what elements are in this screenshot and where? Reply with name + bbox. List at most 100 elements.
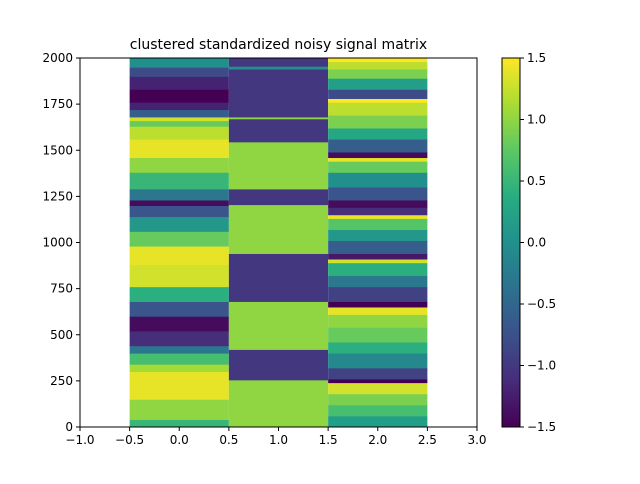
- colorbar-tick-label: 0.0: [527, 236, 546, 250]
- heatmap-cell: [328, 379, 428, 384]
- x-tick-label: 2.5: [418, 433, 437, 447]
- heatmap-cell: [228, 379, 329, 427]
- heatmap-cell: [129, 264, 229, 288]
- heatmap-cell: [129, 200, 229, 206]
- colorbar-tick-label: 1.0: [527, 113, 546, 127]
- heatmap-cell: [328, 301, 428, 308]
- x-tick-label: 0.5: [219, 433, 238, 447]
- heatmap-cell: [328, 393, 428, 406]
- x-tick-label: 1.5: [319, 433, 338, 447]
- heatmap-cell: [328, 314, 428, 328]
- x-axis: −1.0 −0.5 0.0 0.5 1.0 1.5 2.0 2.5 3.0: [65, 427, 487, 447]
- heatmap-cell: [129, 67, 229, 77]
- heatmap-cell: [328, 253, 428, 260]
- heatmap-cell: [129, 58, 229, 68]
- heatmap-cell: [228, 66, 329, 70]
- y-axis: 0 250 500 750 1000 1250 1500 1750 2000: [42, 51, 80, 434]
- heatmap-cell: [129, 364, 229, 373]
- heatmap-cell: [328, 161, 428, 173]
- heatmap-cell: [129, 139, 229, 159]
- colorbar-tick-label: 0.5: [527, 174, 546, 188]
- heatmap-cell: [328, 139, 428, 153]
- colorbar-gradient: [502, 58, 520, 427]
- heatmap-cell: [328, 89, 428, 99]
- heatmap-cell: [328, 152, 428, 159]
- heatmap-cell: [228, 117, 329, 120]
- heatmap-cell: [328, 307, 428, 315]
- heatmap-cell: [129, 399, 229, 421]
- heatmap-cell: [328, 327, 428, 343]
- heatmap-cell: [129, 89, 229, 103]
- heatmap-cell: [129, 172, 229, 190]
- y-tick-label: 0: [65, 420, 73, 434]
- heatmap-cell: [328, 353, 428, 369]
- heatmap-cell: [129, 109, 229, 118]
- y-tick-label: 750: [50, 282, 73, 296]
- heatmap-cell: [129, 157, 229, 173]
- x-tick-label: −1.0: [65, 433, 94, 447]
- colorbar-ticks: 1.5 1.0 0.5 0.0 −0.5 −1.0 −1.5: [520, 51, 556, 434]
- heatmap-cell: [129, 231, 229, 247]
- y-tick-label: 2000: [42, 51, 73, 65]
- heatmap-cell: [328, 259, 428, 264]
- heatmap-cell: [228, 189, 329, 206]
- heatmap-cell: [129, 189, 229, 201]
- x-tick-label: −0.5: [115, 433, 144, 447]
- heatmap-cell: [228, 141, 329, 190]
- colorbar-tick-label: −1.0: [527, 359, 556, 373]
- heatmap-cell: [129, 246, 229, 266]
- y-tick-label: 1500: [42, 143, 73, 157]
- heatmap-cell: [228, 349, 329, 381]
- heatmap-cell: [328, 69, 428, 79]
- y-tick-label: 250: [50, 374, 73, 388]
- heatmap-cell: [129, 371, 229, 400]
- heatmap-cell: [328, 286, 428, 302]
- x-tick-label: 2.0: [368, 433, 387, 447]
- heatmap-cell: [228, 58, 329, 67]
- heatmap-cell: [129, 301, 229, 317]
- heatmap-cell: [328, 200, 428, 208]
- heatmap-cell: [328, 404, 428, 417]
- heatmap-cell: [328, 58, 428, 63]
- heatmap-cell: [129, 316, 229, 332]
- chart-title: clustered standardized noisy signal matr…: [130, 37, 427, 53]
- heatmap-cell: [328, 98, 428, 103]
- x-tick-label: 3.0: [467, 433, 486, 447]
- colorbar-tick-label: −0.5: [527, 297, 556, 311]
- heatmap-cell: [129, 419, 229, 427]
- heatmap-cell: [228, 69, 329, 118]
- heatmap-cell: [328, 382, 428, 395]
- y-tick-label: 500: [50, 328, 73, 342]
- y-tick-label: 1250: [42, 189, 73, 203]
- colorbar-tick-label: −1.5: [527, 420, 556, 434]
- heatmap-cell: [129, 117, 229, 122]
- heatmap-cell: [328, 207, 428, 216]
- heatmap-cell: [328, 342, 428, 354]
- heatmap-cell: [228, 118, 329, 143]
- heatmap-cell: [328, 115, 428, 129]
- heatmap-cell: [129, 120, 229, 127]
- y-tick-label: 1750: [42, 97, 73, 111]
- heatmap-cell: [228, 301, 329, 350]
- heatmap-cell: [328, 415, 428, 427]
- heatmap-cell: [129, 353, 229, 365]
- heatmap-cell: [328, 78, 428, 90]
- colorbar: 1.5 1.0 0.5 0.0 −0.5 −1.0 −1.5: [501, 51, 556, 434]
- heatmap-cell: [328, 128, 428, 140]
- heatmap-cell: [129, 331, 229, 347]
- heatmap-cell: [328, 275, 428, 288]
- heatmap-cell: [228, 253, 329, 302]
- x-tick-label: 0.0: [170, 433, 189, 447]
- heatmap-cell: [129, 345, 229, 354]
- heatmap-cell: [129, 76, 229, 90]
- x-tick-label: 1.0: [269, 433, 288, 447]
- colorbar-tick-label: 1.5: [527, 51, 546, 65]
- heatmap-cell: [129, 286, 229, 302]
- heatmap-cell: [328, 262, 428, 277]
- heatmap-cell: [328, 214, 428, 219]
- heatmap-cell: [129, 102, 229, 111]
- heatmap-cell: [328, 61, 428, 70]
- heatmap-cell: [129, 216, 229, 232]
